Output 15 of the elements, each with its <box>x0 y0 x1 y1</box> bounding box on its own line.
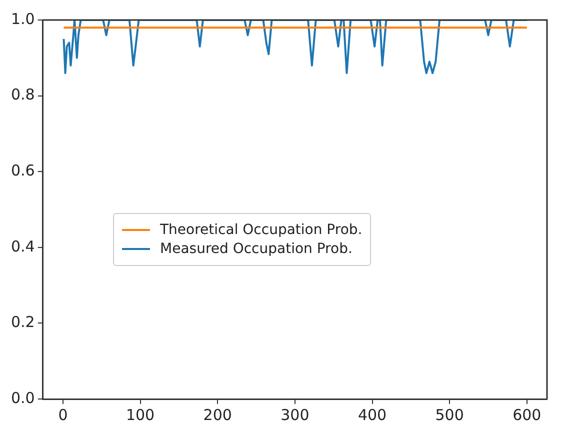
x-tick-label: 500 <box>435 406 464 424</box>
legend-label: Theoretical Occupation Prob. <box>160 222 362 238</box>
y-tick-label: 0.2 <box>10 313 35 332</box>
x-tick-label: 0 <box>58 406 68 424</box>
y-tick-label: 0.4 <box>10 237 35 256</box>
y-tick-label: 1.0 <box>10 10 35 28</box>
x-tick-label: 400 <box>358 406 387 424</box>
y-tick-label: 0.8 <box>10 86 35 104</box>
y-tick-label: 0.6 <box>10 161 35 180</box>
legend-label: Measured Occupation Prob. <box>160 241 352 257</box>
x-tick-label: 200 <box>203 406 232 424</box>
x-tick-label: 300 <box>280 406 310 424</box>
y-tick-label: 0.0 <box>10 388 35 407</box>
x-tick-label: 100 <box>126 406 155 424</box>
x-tick-label: 600 <box>512 406 542 424</box>
